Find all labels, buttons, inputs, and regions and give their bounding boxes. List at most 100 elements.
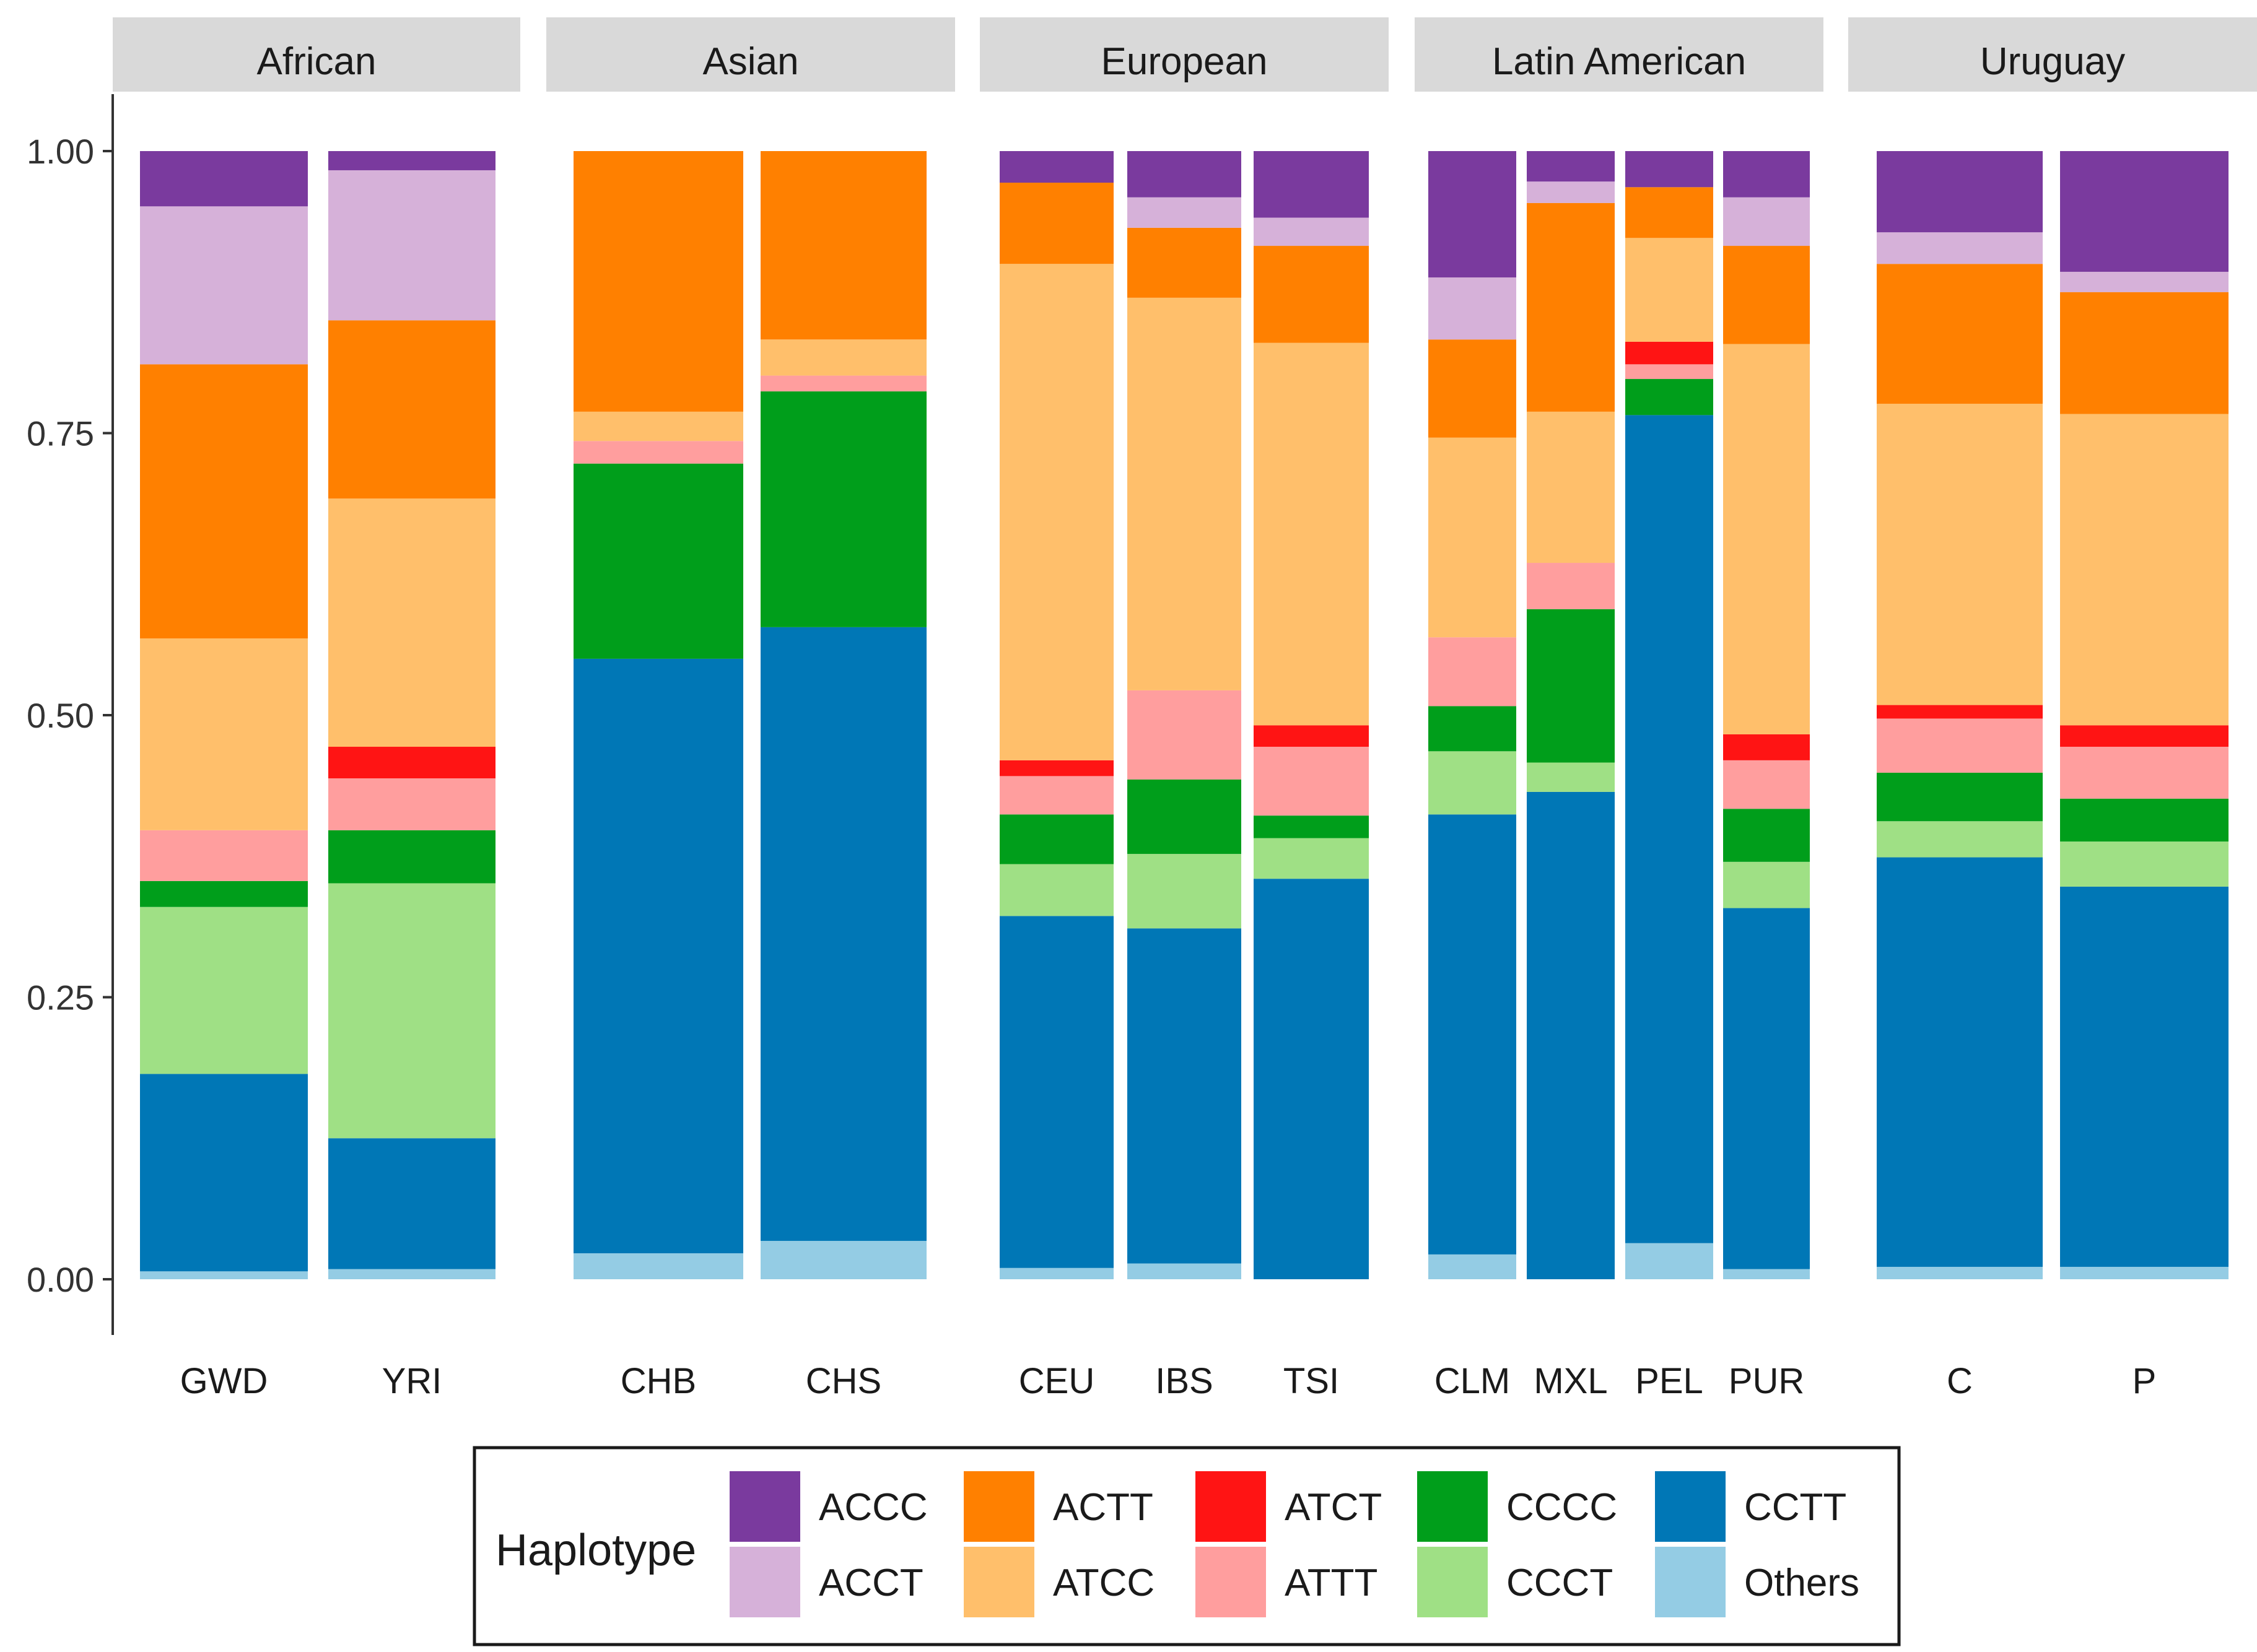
x-tick-label-mxl: MXL bbox=[1534, 1361, 1607, 1401]
segment-clm-accc bbox=[1428, 151, 1516, 278]
segment-pur-actt bbox=[1723, 246, 1810, 344]
x-tick-label-chs: CHS bbox=[806, 1361, 881, 1401]
segment-c-attt bbox=[1877, 718, 2043, 773]
y-tick-label: 1.00 bbox=[27, 132, 94, 171]
segment-c-cccc bbox=[1877, 772, 2043, 822]
segment-gwd-attt bbox=[140, 830, 308, 881]
x-tick-label-ceu: CEU bbox=[1019, 1361, 1094, 1401]
legend-item-others: Others bbox=[1655, 1547, 1859, 1617]
x-tick-label-yri: YRI bbox=[382, 1361, 442, 1401]
legend-item-cccc: CCCC bbox=[1417, 1471, 1617, 1542]
bar-clm bbox=[1428, 151, 1516, 1279]
x-tick-label-gwd: GWD bbox=[180, 1361, 268, 1401]
segment-ceu-attt bbox=[1000, 776, 1114, 815]
segment-chb-actt bbox=[574, 151, 743, 412]
segment-pel-accc bbox=[1625, 151, 1713, 188]
segment-yri-atcc bbox=[328, 498, 495, 747]
legend-key-ccct bbox=[1417, 1547, 1488, 1617]
segment-ibs-others bbox=[1127, 1263, 1241, 1279]
segment-p-ccct bbox=[2060, 841, 2229, 887]
segment-pel-actt bbox=[1625, 187, 1713, 238]
segment-ceu-actt bbox=[1000, 183, 1114, 264]
segment-gwd-actt bbox=[140, 364, 308, 639]
bar-ceu bbox=[1000, 151, 1114, 1279]
legend-key-accc bbox=[730, 1471, 800, 1542]
segment-yri-acct bbox=[328, 170, 495, 321]
segment-gwd-cccc bbox=[140, 880, 308, 907]
legend-label-acct: ACCT bbox=[819, 1562, 923, 1604]
x-tick-label-c: C bbox=[1947, 1361, 1973, 1401]
legend-title: Haplotype bbox=[495, 1526, 696, 1575]
facet-strip-uruguay bbox=[1848, 17, 2257, 92]
facet-strip-latin-american bbox=[1415, 17, 1823, 92]
segment-c-accc bbox=[1877, 151, 2043, 233]
segment-yri-atct bbox=[328, 747, 495, 779]
segment-pur-cccc bbox=[1723, 809, 1810, 862]
legend-key-others bbox=[1655, 1547, 1726, 1617]
segment-tsi-cccc bbox=[1254, 815, 1369, 838]
segment-chb-cccc bbox=[574, 463, 743, 659]
legend-item-atct: ATCT bbox=[1195, 1471, 1382, 1542]
segment-clm-actt bbox=[1428, 339, 1516, 438]
segment-mxl-cctt bbox=[1527, 791, 1615, 1279]
segment-clm-ccct bbox=[1428, 751, 1516, 815]
y-tick-label: 0.00 bbox=[27, 1260, 94, 1299]
legend-key-atct bbox=[1195, 1471, 1266, 1542]
x-tick-label-p: P bbox=[2133, 1361, 2157, 1401]
segment-c-atct bbox=[1877, 705, 2043, 719]
segment-p-actt bbox=[2060, 292, 2229, 414]
y-axis: 0.00 0.25 0.50 0.75 1.00 bbox=[27, 94, 114, 1335]
segment-gwd-acct bbox=[140, 206, 308, 365]
bar-pur bbox=[1723, 151, 1810, 1279]
facet-strip-african bbox=[113, 17, 520, 92]
bar-pel bbox=[1625, 151, 1713, 1279]
segment-pur-attt bbox=[1723, 760, 1810, 809]
segment-yri-cccc bbox=[328, 830, 495, 884]
x-tick-label-pur: PUR bbox=[1729, 1361, 1804, 1401]
segment-mxl-ccct bbox=[1527, 762, 1615, 792]
segment-yri-others bbox=[328, 1269, 495, 1279]
segment-mxl-actt bbox=[1527, 202, 1615, 412]
segment-p-accc bbox=[2060, 151, 2229, 272]
y-tick-label: 0.50 bbox=[27, 696, 94, 735]
legend-item-acct: ACCT bbox=[730, 1547, 923, 1617]
facet-label-european: European bbox=[1101, 40, 1268, 83]
legend-key-attt bbox=[1195, 1547, 1266, 1617]
segment-gwd-accc bbox=[140, 151, 308, 207]
segment-ibs-ccct bbox=[1127, 854, 1241, 929]
segment-gwd-ccct bbox=[140, 906, 308, 1074]
segment-ibs-attt bbox=[1127, 690, 1241, 780]
x-tick-label-chb: CHB bbox=[621, 1361, 696, 1401]
segment-mxl-accc bbox=[1527, 151, 1615, 182]
segment-ibs-atcc bbox=[1127, 297, 1241, 690]
segment-p-others bbox=[2060, 1266, 2229, 1279]
segment-ceu-atct bbox=[1000, 760, 1114, 776]
legend-item-cctt: CCTT bbox=[1655, 1471, 1846, 1542]
segment-c-others bbox=[1877, 1266, 2043, 1279]
segment-pel-atcc bbox=[1625, 238, 1713, 342]
legend-label-accc: ACCC bbox=[819, 1486, 928, 1529]
segment-mxl-acct bbox=[1527, 181, 1615, 203]
segment-c-cctt bbox=[1877, 857, 2043, 1267]
segment-tsi-accc bbox=[1254, 151, 1369, 218]
segment-chb-atcc bbox=[574, 411, 743, 441]
segment-chs-cctt bbox=[761, 627, 927, 1241]
legend-label-cctt: CCTT bbox=[1744, 1486, 1846, 1529]
segment-pur-ccct bbox=[1723, 861, 1810, 908]
legend-key-atcc bbox=[964, 1547, 1034, 1617]
segment-ibs-actt bbox=[1127, 227, 1241, 298]
segment-clm-attt bbox=[1428, 637, 1516, 706]
segment-tsi-atct bbox=[1254, 725, 1369, 747]
segment-ceu-cccc bbox=[1000, 814, 1114, 864]
segment-chs-actt bbox=[761, 151, 927, 340]
y-tick-label: 0.25 bbox=[27, 978, 94, 1017]
legend-label-attt: ATTT bbox=[1285, 1562, 1377, 1604]
segment-clm-cctt bbox=[1428, 814, 1516, 1254]
legend-key-cctt bbox=[1655, 1471, 1726, 1542]
segment-pel-attt bbox=[1625, 364, 1713, 380]
segment-p-atcc bbox=[2060, 414, 2229, 726]
segment-pur-cctt bbox=[1723, 908, 1810, 1269]
segment-gwd-atcc bbox=[140, 638, 308, 830]
segment-tsi-acct bbox=[1254, 217, 1369, 246]
segment-p-acct bbox=[2060, 271, 2229, 292]
